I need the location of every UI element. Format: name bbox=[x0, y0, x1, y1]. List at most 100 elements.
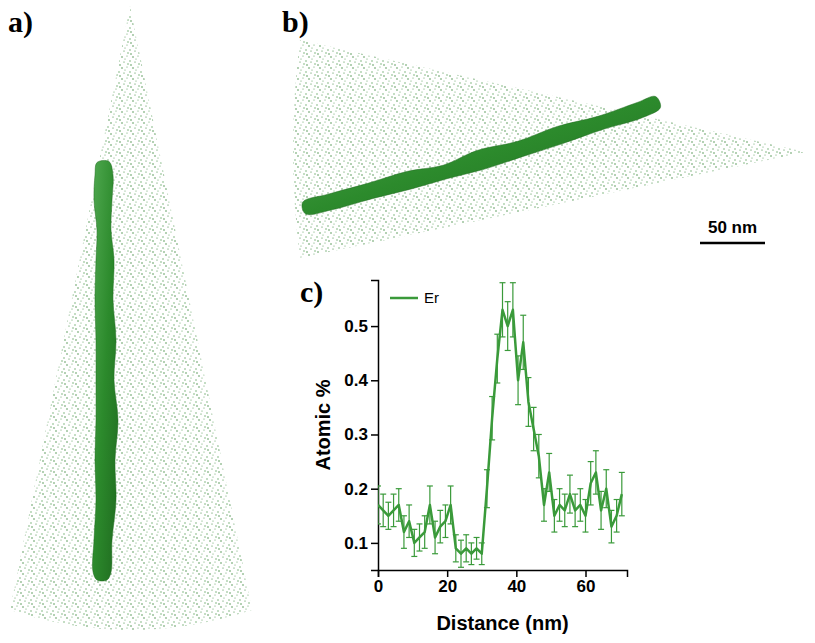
error-bar-cap bbox=[391, 494, 397, 495]
legend-label: Er bbox=[424, 289, 439, 306]
error-bar-cap bbox=[562, 494, 568, 495]
error-bar-cap bbox=[417, 550, 423, 551]
error-bar-cap bbox=[417, 523, 423, 524]
error-bar-cap bbox=[551, 531, 557, 532]
tick-label: 0.3 bbox=[344, 425, 368, 444]
scale-bar-label: 50 nm bbox=[708, 218, 757, 237]
error-bar-cap bbox=[546, 453, 552, 454]
error-bar-cap bbox=[577, 488, 583, 489]
error-bar-cap bbox=[442, 537, 448, 538]
tick: 0 bbox=[374, 570, 383, 596]
tick: 0.5 bbox=[344, 317, 378, 336]
error-bar-cap bbox=[442, 504, 448, 505]
series-line bbox=[378, 310, 622, 554]
panel-b bbox=[293, 40, 806, 258]
error-bar-cap bbox=[479, 564, 485, 565]
error-bar-cap bbox=[608, 542, 614, 543]
panel-letter: a) bbox=[8, 5, 33, 39]
error-bar-cap bbox=[541, 521, 547, 522]
error-bar-cap bbox=[583, 531, 589, 532]
tick-label: 0 bbox=[374, 577, 383, 596]
tick-label: 0.2 bbox=[344, 480, 368, 499]
tick-mark bbox=[516, 570, 518, 577]
error-bar-cap bbox=[619, 515, 625, 516]
error-bar-cap bbox=[385, 529, 391, 530]
y-axis: 0.1 0.2 0.3 0.4 0.5 bbox=[344, 281, 378, 571]
error-bar-cap bbox=[588, 461, 594, 462]
tick-mark bbox=[371, 380, 378, 382]
error-bar-cap bbox=[577, 521, 583, 522]
error-bar-cap bbox=[562, 526, 568, 527]
axis-line bbox=[379, 571, 628, 578]
figure: 50 nma)b)c)02040600.10.20.30.40.5Distanc… bbox=[0, 0, 815, 643]
error-bar-cap bbox=[520, 315, 526, 316]
panel-letter: b) bbox=[282, 5, 309, 39]
error-bar-cap bbox=[406, 504, 412, 505]
tick-mark bbox=[371, 434, 378, 436]
error-bar-cap bbox=[406, 537, 412, 538]
legend: Er bbox=[390, 289, 439, 306]
isosurface bbox=[302, 96, 661, 215]
error-bar-cap bbox=[505, 301, 511, 302]
tick-mark bbox=[447, 570, 449, 577]
error-bar-cap bbox=[531, 407, 537, 408]
error-bar-cap bbox=[437, 510, 443, 511]
error-bar-cap bbox=[567, 475, 573, 476]
panel-c: 02040600.10.20.30.40.5Distance (nm)Atomi… bbox=[312, 281, 628, 635]
error-bar-cap bbox=[515, 404, 521, 405]
error-bar-cap bbox=[463, 534, 469, 535]
error-bar-cap bbox=[437, 542, 443, 543]
error-bar-cap bbox=[468, 542, 474, 543]
error-bar-cap bbox=[458, 567, 464, 568]
error-bar-cap bbox=[619, 472, 625, 473]
error-bar-cap bbox=[396, 488, 402, 489]
tick: 0.2 bbox=[344, 480, 378, 499]
tick: 40 bbox=[507, 570, 526, 596]
tick-mark bbox=[371, 488, 378, 490]
panel-a bbox=[10, 6, 252, 630]
x-axis: 0 20 40 60 bbox=[374, 570, 628, 596]
legend-swatch bbox=[390, 297, 418, 300]
error-bar-cap bbox=[422, 548, 428, 549]
tick-mark bbox=[371, 326, 378, 328]
tick-label: 0.4 bbox=[344, 371, 368, 390]
tick: 0.4 bbox=[344, 371, 378, 390]
error-bar-cap bbox=[474, 537, 480, 538]
panel-letter: c) bbox=[300, 275, 323, 309]
error-bar-cap bbox=[531, 450, 537, 451]
error-bar-cap bbox=[510, 282, 516, 283]
tick: 0.1 bbox=[344, 534, 378, 553]
error-bar-cap bbox=[378, 485, 381, 486]
error-bar-cap bbox=[598, 529, 604, 530]
isosurface bbox=[92, 160, 118, 581]
tick-mark bbox=[371, 543, 378, 545]
error-bar-cap bbox=[453, 561, 459, 562]
error-bar-cap bbox=[427, 485, 433, 486]
error-bar-cap bbox=[391, 526, 397, 527]
error-bar-cap bbox=[567, 512, 573, 513]
error-bar-cap bbox=[536, 434, 542, 435]
error-bar-cap bbox=[614, 499, 620, 500]
scale-bar bbox=[700, 242, 765, 245]
error-bar-cap bbox=[378, 523, 381, 524]
tick: 60 bbox=[577, 570, 596, 596]
tick-label: 40 bbox=[507, 577, 526, 596]
tick: 0.3 bbox=[344, 425, 378, 444]
y-axis-title: Atomic % bbox=[312, 379, 334, 470]
error-bar-cap bbox=[380, 494, 386, 495]
axis-line bbox=[371, 281, 379, 571]
tick-label: 0.1 bbox=[344, 534, 368, 553]
error-bar-cap bbox=[500, 282, 506, 283]
error-bar-cap bbox=[588, 504, 594, 505]
error-bar-cap bbox=[401, 548, 407, 549]
error-bar-cap bbox=[572, 494, 578, 495]
error-bar-cap bbox=[505, 350, 511, 351]
plot-data bbox=[378, 283, 625, 568]
error-bar-cap bbox=[380, 526, 386, 527]
error-bar-cap bbox=[525, 426, 531, 427]
error-bar-cap bbox=[411, 556, 417, 557]
error-bar-cap bbox=[572, 526, 578, 527]
error-bar-cap bbox=[458, 540, 464, 541]
error-bar-cap bbox=[557, 521, 563, 522]
tick-label: 20 bbox=[438, 577, 457, 596]
